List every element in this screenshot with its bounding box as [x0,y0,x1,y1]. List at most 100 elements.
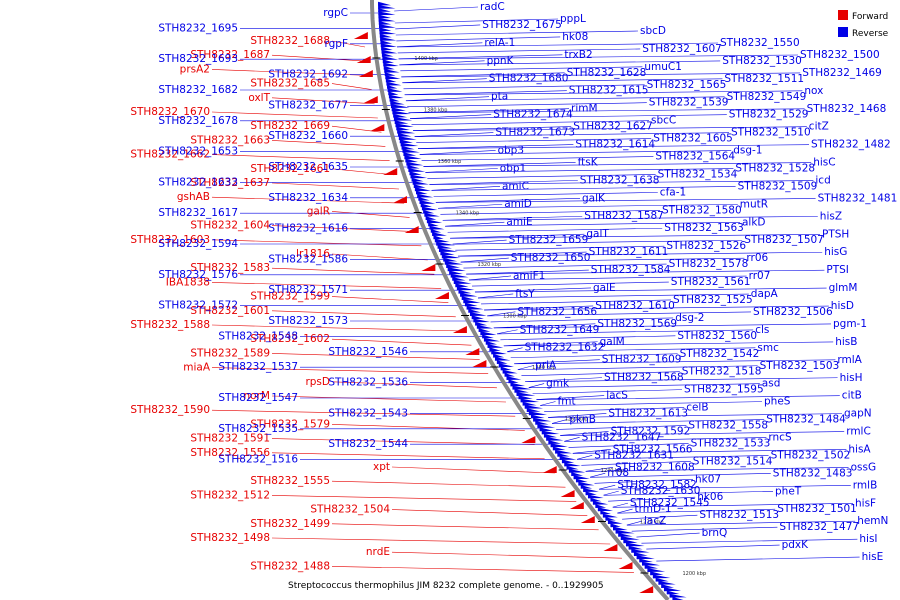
reverse-gene-label-right[interactable]: STH8232_1605 [653,133,733,145]
forward-gene-label[interactable]: STH8232_1588 [130,319,210,331]
reverse-gene-label-left[interactable]: STH8232_1594 [158,238,238,250]
forward-gene-label[interactable]: galR [307,205,330,217]
reverse-gene-label-right[interactable]: STH8232_1615 [569,85,649,97]
forward-gene-label[interactable]: STH8232_1583 [190,262,270,274]
reverse-gene-label-right[interactable]: umuC1 [644,61,682,73]
reverse-gene-label-right[interactable]: STH8232_1502 [771,449,851,461]
reverse-gene-label-right[interactable]: STH8232_1545 [630,497,710,509]
forward-gene-label[interactable]: STH8232_1604 [190,220,270,232]
reverse-gene-label-left[interactable]: STH8232_1634 [268,192,348,204]
forward-gene-label[interactable]: oxlT [248,92,270,104]
forward-gene-label[interactable]: STH8232_1602 [250,333,330,345]
reverse-gene-label-left[interactable]: STH8232_1616 [268,223,348,235]
reverse-gene-label-right[interactable]: STH8232_1500 [800,49,880,61]
reverse-gene-label-right[interactable]: amiC [502,180,529,192]
reverse-gene-label-left[interactable]: STH8232_1543 [328,407,408,419]
forward-gene-label[interactable]: STH8232_1512 [190,489,270,501]
reverse-gene-label-left[interactable]: STH8232_1544 [328,438,408,450]
forward-gene-label[interactable]: STH8232_1662 [130,149,210,161]
reverse-gene-label-right[interactable]: pdxK [782,539,810,551]
reverse-gene-label-right[interactable]: ftsK [578,156,599,168]
reverse-gene-label-right[interactable]: rmlA [837,354,862,366]
reverse-gene-label-right[interactable]: pta [491,91,508,103]
reverse-gene-label-left[interactable]: STH8232_1682 [158,84,238,96]
reverse-gene-label-right[interactable]: STH8232_1611 [589,246,669,258]
reverse-gene-label-right[interactable]: hisC [813,157,835,169]
reverse-gene-label-right[interactable]: STH8232_1560 [677,330,757,342]
reverse-gene-label-right[interactable]: citB [842,390,862,402]
reverse-gene-label-right[interactable]: ftsY [515,288,535,300]
forward-gene-label[interactable]: miaA [183,362,211,374]
reverse-gene-label-right[interactable]: trxB2 [564,49,592,61]
reverse-gene-label-right[interactable]: amiF1 [513,270,545,282]
forward-gene-label[interactable]: STH8232_1661 [250,163,330,175]
reverse-gene-label-left[interactable]: STH8232_1571 [268,284,348,296]
forward-gene-label[interactable]: prsA2 [180,63,210,75]
reverse-gene-label-right[interactable]: STH8232_1514 [693,455,773,467]
reverse-gene-label-left[interactable]: STH8232_1617 [158,207,238,219]
reverse-gene-label-right[interactable]: STH8232_1568 [604,372,684,384]
reverse-gene-label-right[interactable]: STH8232_1533 [691,437,771,449]
reverse-gene-label-right[interactable]: STH8232_1549 [727,91,807,103]
reverse-gene-label-right[interactable]: STH8232_1647 [582,431,662,443]
reverse-gene-label-right[interactable]: asd [762,378,781,390]
reverse-gene-label-left[interactable]: STH8232_1535 [218,423,298,435]
reverse-gene-label-right[interactable]: trmD-1 [635,503,672,515]
reverse-gene-label-left[interactable]: STH8232_1586 [268,253,348,265]
reverse-gene-label-right[interactable]: rncS [768,431,792,443]
reverse-gene-label-right[interactable]: STH8232_1542 [680,348,760,360]
forward-gene-label[interactable]: STH8232_1599 [250,291,330,303]
reverse-gene-label-right[interactable]: STH8232_1607 [642,43,722,55]
reverse-gene-label-right[interactable]: pheT [775,485,802,497]
reverse-gene-label-right[interactable]: mutR [740,198,768,210]
forward-gene-label[interactable]: nrdE [366,546,390,558]
reverse-gene-label-right[interactable]: hisG [824,246,847,258]
reverse-gene-label-right[interactable]: STH8232_1613 [608,407,688,419]
reverse-gene-label-right[interactable]: STH8232_1468 [807,103,887,115]
forward-gene-label[interactable]: STH8232_1688 [250,35,330,47]
forward-gene-label[interactable]: STH8232_1556 [190,447,270,459]
reverse-gene-label-right[interactable]: hisI [859,533,877,545]
reverse-gene-label-right[interactable]: sbcD [640,25,666,37]
reverse-gene-label-right[interactable]: STH8232_1578 [669,258,749,270]
reverse-gene-label-left[interactable]: STH8232_1660 [268,130,348,142]
reverse-gene-label-right[interactable]: STH8232_1510 [731,127,811,139]
reverse-gene-label-right[interactable]: STH8232_1503 [760,360,840,372]
reverse-gene-label-right[interactable]: fmt [558,395,576,407]
reverse-gene-label-right[interactable]: hisD [831,300,854,312]
reverse-gene-label-right[interactable]: relA-1 [484,37,515,49]
reverse-gene-label-right[interactable]: lacZ [644,515,666,527]
reverse-gene-label-right[interactable]: brnQ [702,527,728,539]
forward-gene-label[interactable]: STH8232_1687 [190,49,270,61]
reverse-gene-label-left[interactable]: STH8232_1576 [158,269,238,281]
reverse-gene-label-right[interactable]: hisB [835,336,857,348]
reverse-gene-label-right[interactable]: STH8232_1675 [482,19,562,31]
reverse-gene-label-right[interactable]: STH8232_1631 [594,449,674,461]
reverse-gene-label-right[interactable]: ossG [851,461,877,473]
reverse-gene-label-right[interactable]: STH8232_1614 [575,139,655,151]
reverse-gene-label-right[interactable]: glmM [829,282,858,294]
reverse-gene-label-right[interactable]: STH8232_1477 [779,521,859,533]
reverse-gene-label-left[interactable]: STH8232_1633 [158,176,238,188]
reverse-gene-label-right[interactable]: STH8232_1484 [766,414,846,426]
reverse-gene-label-right[interactable]: dsg-2 [675,312,704,324]
reverse-gene-label-right[interactable]: pheS [764,396,791,408]
reverse-gene-label-right[interactable]: STH8232_1656 [517,306,597,318]
reverse-gene-label-right[interactable]: rr07 [749,270,771,282]
reverse-gene-label-right[interactable]: STH8232_1649 [520,324,600,336]
reverse-gene-label-right[interactable]: rimM [571,103,598,115]
reverse-gene-label-left[interactable]: STH8232_1692 [268,69,348,81]
reverse-gene-label-right[interactable]: ppnK [487,55,515,67]
reverse-gene-label-left[interactable]: rgpC [323,7,348,19]
reverse-gene-label-left[interactable]: STH8232_1695 [158,22,238,34]
reverse-gene-label-left[interactable]: STH8232_1536 [328,377,408,389]
reverse-gene-label-right[interactable]: hisZ [820,210,842,222]
reverse-gene-label-right[interactable]: dapA [751,288,779,300]
reverse-gene-label-right[interactable]: hisA [848,443,871,455]
forward-gene-label[interactable]: STH8232_1670 [130,106,210,118]
reverse-gene-label-right[interactable]: STH8232_1509 [738,180,818,192]
reverse-gene-label-left[interactable]: STH8232_1693 [158,53,238,65]
reverse-gene-label-right[interactable]: hisE [862,551,884,563]
reverse-gene-label-right[interactable]: rmlB [853,479,877,491]
reverse-gene-label-right[interactable]: STH8232_1469 [802,67,882,79]
